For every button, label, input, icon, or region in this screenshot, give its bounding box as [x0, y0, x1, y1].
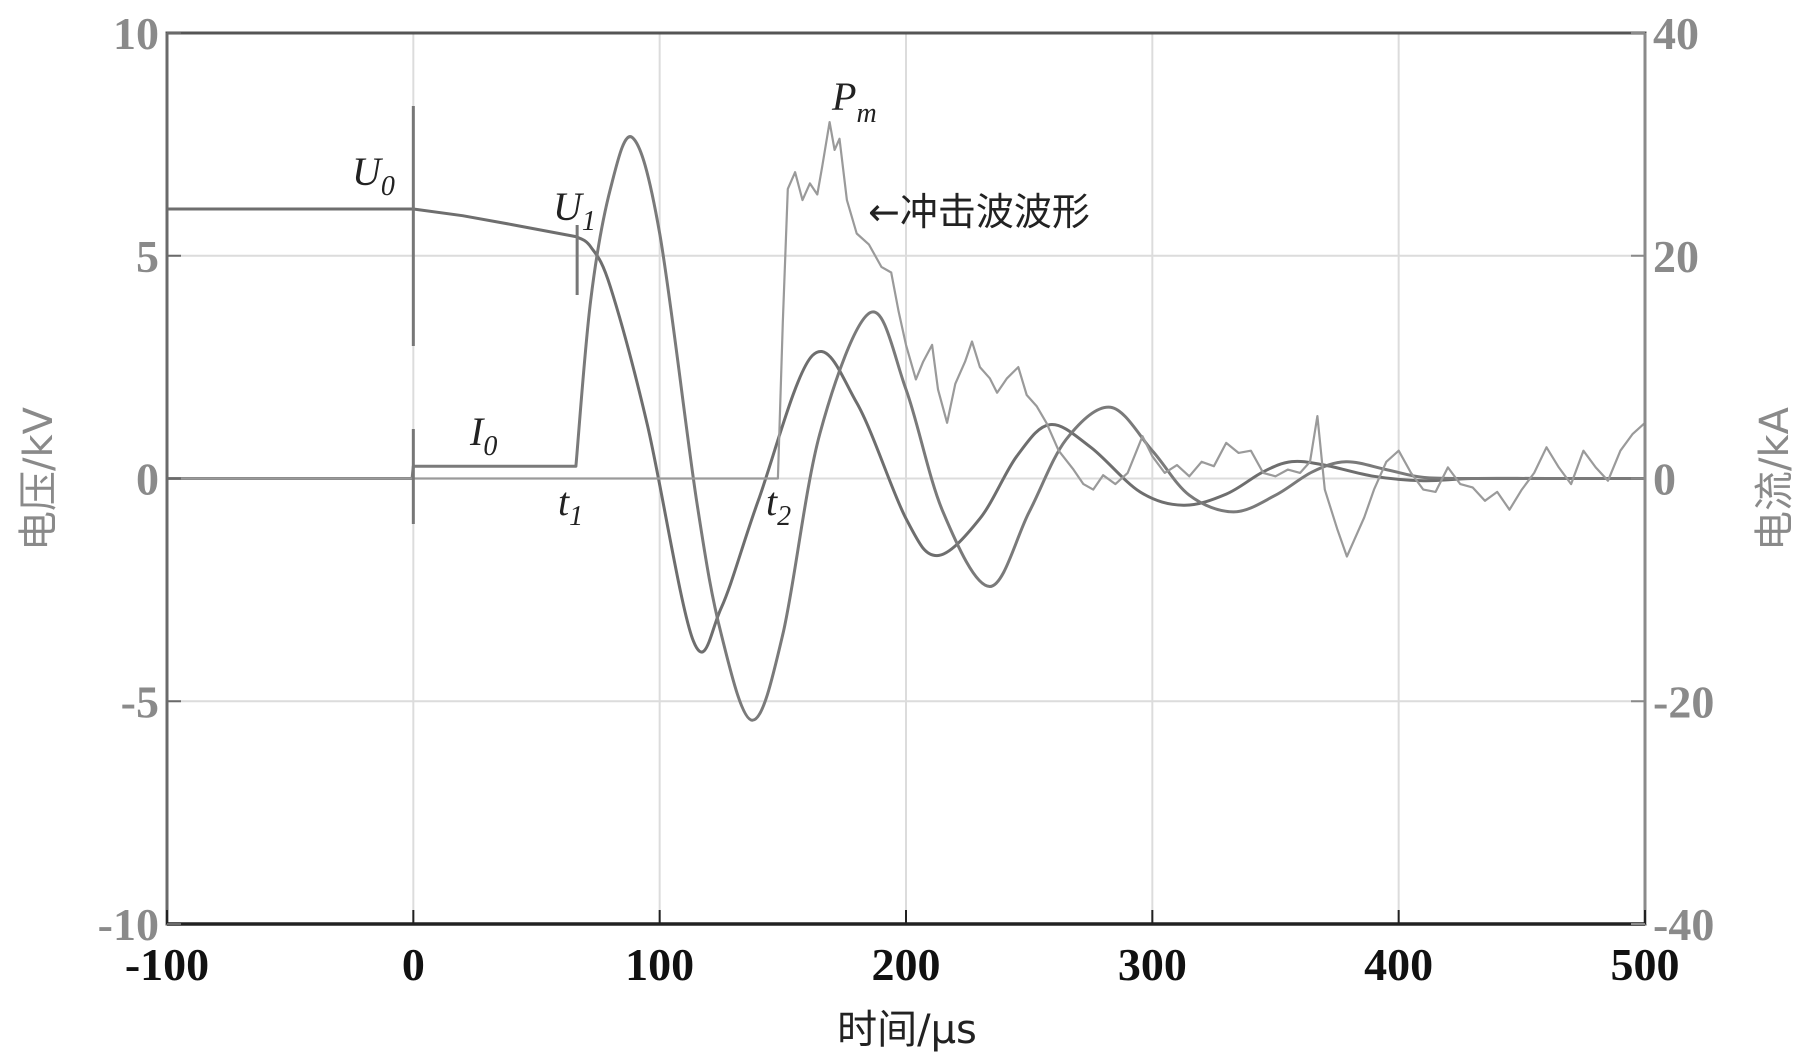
y-right-tick-label: -20	[1653, 676, 1714, 727]
annotation-U0: U0	[352, 149, 395, 202]
annotation-Pm: Pm	[831, 74, 877, 129]
y-left-tick-label: -10	[98, 899, 159, 950]
x-tick-label: 300	[1118, 939, 1187, 990]
y-right-tick-label: 0	[1653, 454, 1676, 505]
y-left-tick-label: 10	[113, 8, 159, 59]
annotation-t2: t2	[766, 479, 791, 532]
y-axis-left-label: 电压/kV	[16, 406, 62, 551]
y-left-tick-label: 0	[136, 454, 159, 505]
y-axis-right-label: 电流/kA	[1752, 406, 1798, 551]
x-tick-label: 400	[1364, 939, 1433, 990]
x-tick-label: 0	[402, 939, 425, 990]
x-tick-label: 200	[872, 939, 941, 990]
annotation-I0: I0	[469, 409, 497, 462]
shock-wave-annotation: ←冲击波波形	[868, 190, 1090, 234]
y-left-tick-label: -5	[121, 676, 159, 727]
x-axis-label: 时间/μs	[837, 1007, 977, 1053]
x-tick-label: 100	[625, 939, 694, 990]
chart-canvas: -1000100200300400500-10-50510-40-2002040…	[0, 0, 1806, 1059]
y-right-tick-label: 40	[1653, 8, 1699, 59]
y-right-tick-label: -40	[1653, 899, 1714, 950]
annotation-U1: U1	[553, 184, 596, 237]
y-left-tick-label: 5	[136, 231, 159, 282]
y-right-tick-label: 20	[1653, 231, 1699, 282]
annotation-t1: t1	[558, 479, 583, 532]
